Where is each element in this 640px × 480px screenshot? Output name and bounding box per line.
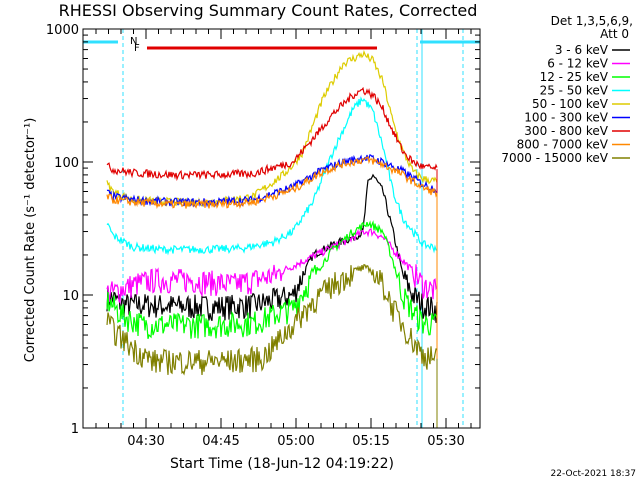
y-tick-label: 1000	[46, 23, 79, 38]
legend-label-1: 6 - 12 keV	[547, 57, 609, 71]
x-tick-label: 05:30	[427, 434, 464, 449]
series-layer	[106, 49, 438, 428]
series-line-0	[106, 173, 438, 323]
series-line-3	[106, 96, 438, 256]
x-axis-label: Start Time (18-Jun-12 04:19:22)	[170, 456, 394, 472]
series-line-1	[106, 227, 438, 305]
legend-header-line-1: Det 1,3,5,6,9,	[551, 14, 633, 28]
x-axis: 04:30 04:45 05:00 05:15 05:30	[95, 29, 472, 449]
series-line-8	[106, 263, 438, 376]
x-tick-label: 04:45	[202, 434, 239, 449]
legend-label-5: 100 - 300 keV	[524, 111, 608, 125]
x-tick-label: 05:15	[352, 434, 389, 449]
y-axis-label: Corrected Count Rate (s⁻¹ detector⁻¹)	[23, 118, 38, 363]
legend-label-2: 12 - 25 keV	[540, 70, 609, 84]
series-line-5	[106, 153, 438, 208]
y-tick-label: 10	[62, 289, 79, 304]
legend-label-7: 800 - 7000 keV	[517, 138, 609, 152]
series-line-7	[106, 155, 438, 210]
footer-date: 22-Oct-2021 18:37	[551, 469, 636, 479]
legend-label-0: 3 - 6 keV	[555, 43, 609, 57]
legend-header-line-2: Att 0	[600, 27, 629, 41]
y-axis: 1 10 100 1000	[46, 23, 480, 437]
series-line-4	[106, 49, 438, 208]
series-line-2	[106, 220, 438, 339]
legend-label-8: 7000 - 15000 keV	[501, 151, 608, 165]
flag-label-f: F	[134, 43, 140, 54]
y-tick-label: 100	[54, 156, 79, 171]
flag-layer: NF	[130, 36, 377, 54]
legend-label-4: 50 - 100 keV	[532, 97, 609, 111]
y-tick-label: 1	[71, 422, 79, 437]
chart-title: RHESSI Observing Summary Count Rates, Co…	[59, 1, 478, 20]
legend-label-3: 25 - 50 keV	[540, 84, 609, 98]
legend-label-6: 300 - 800 keV	[524, 124, 608, 138]
x-tick-label: 04:30	[127, 434, 164, 449]
flag-label-n: N	[130, 36, 137, 47]
plot-frame	[82, 28, 481, 429]
x-tick-label: 05:00	[277, 434, 314, 449]
series-line-6	[106, 86, 438, 182]
